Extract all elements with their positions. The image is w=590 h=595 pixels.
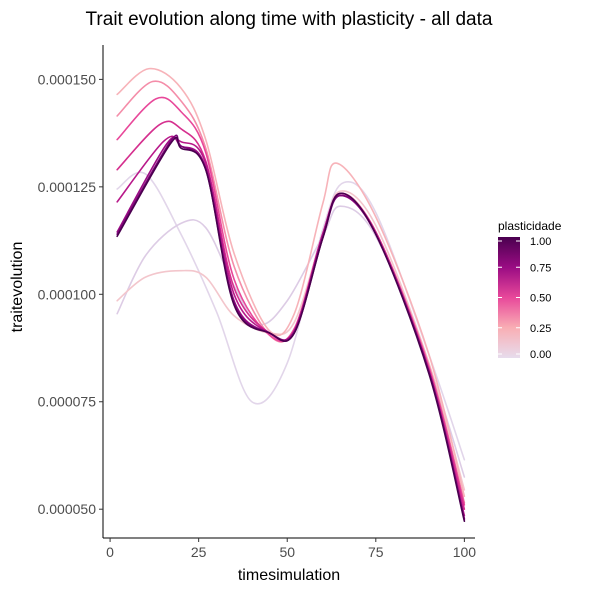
series-line — [116, 190, 466, 491]
y-tick-label: 0.000125 — [38, 179, 97, 195]
series-layer — [116, 67, 466, 523]
y-tick-label: 0.000075 — [38, 394, 97, 410]
legend-tick-label: 0.50 — [530, 293, 551, 305]
y-tick-label: 0.000050 — [38, 501, 97, 517]
x-tick-label: 75 — [368, 544, 384, 560]
chart-title: Trait evolution along time with plastici… — [86, 9, 493, 30]
x-tick-label: 0 — [106, 544, 114, 560]
legend-colorbar — [498, 237, 520, 358]
y-tick-label: 0.000100 — [38, 286, 97, 302]
legend-title: plasticidade — [498, 219, 562, 233]
legend-ticks: 0.00 0.25 0.50 0.75 1.00 — [498, 236, 551, 361]
legend-tick-label: 0.75 — [530, 262, 551, 274]
series-line — [116, 67, 466, 498]
y-tick-label: 0.000150 — [38, 71, 97, 87]
legend-tick-label: 0.25 — [530, 323, 551, 335]
legend-tick-label: 0.00 — [530, 349, 551, 361]
legend-tick-label: 1.00 — [530, 236, 551, 248]
series-line — [116, 136, 466, 523]
x-tick-label: 50 — [279, 544, 295, 560]
x-tick-label: 25 — [191, 544, 207, 560]
legend: plasticidade 0.00 0.25 0.50 0.75 1.00 — [498, 219, 562, 361]
y-axis-ticks: 0.000050 0.000075 0.000100 0.000125 0.000150 — [38, 71, 103, 517]
y-axis-label: traitevolution — [9, 242, 26, 333]
x-axis-label: timesimulation — [238, 567, 340, 584]
x-axis-ticks: 0 25 50 75 100 — [106, 538, 476, 560]
x-tick-label: 100 — [453, 544, 477, 560]
